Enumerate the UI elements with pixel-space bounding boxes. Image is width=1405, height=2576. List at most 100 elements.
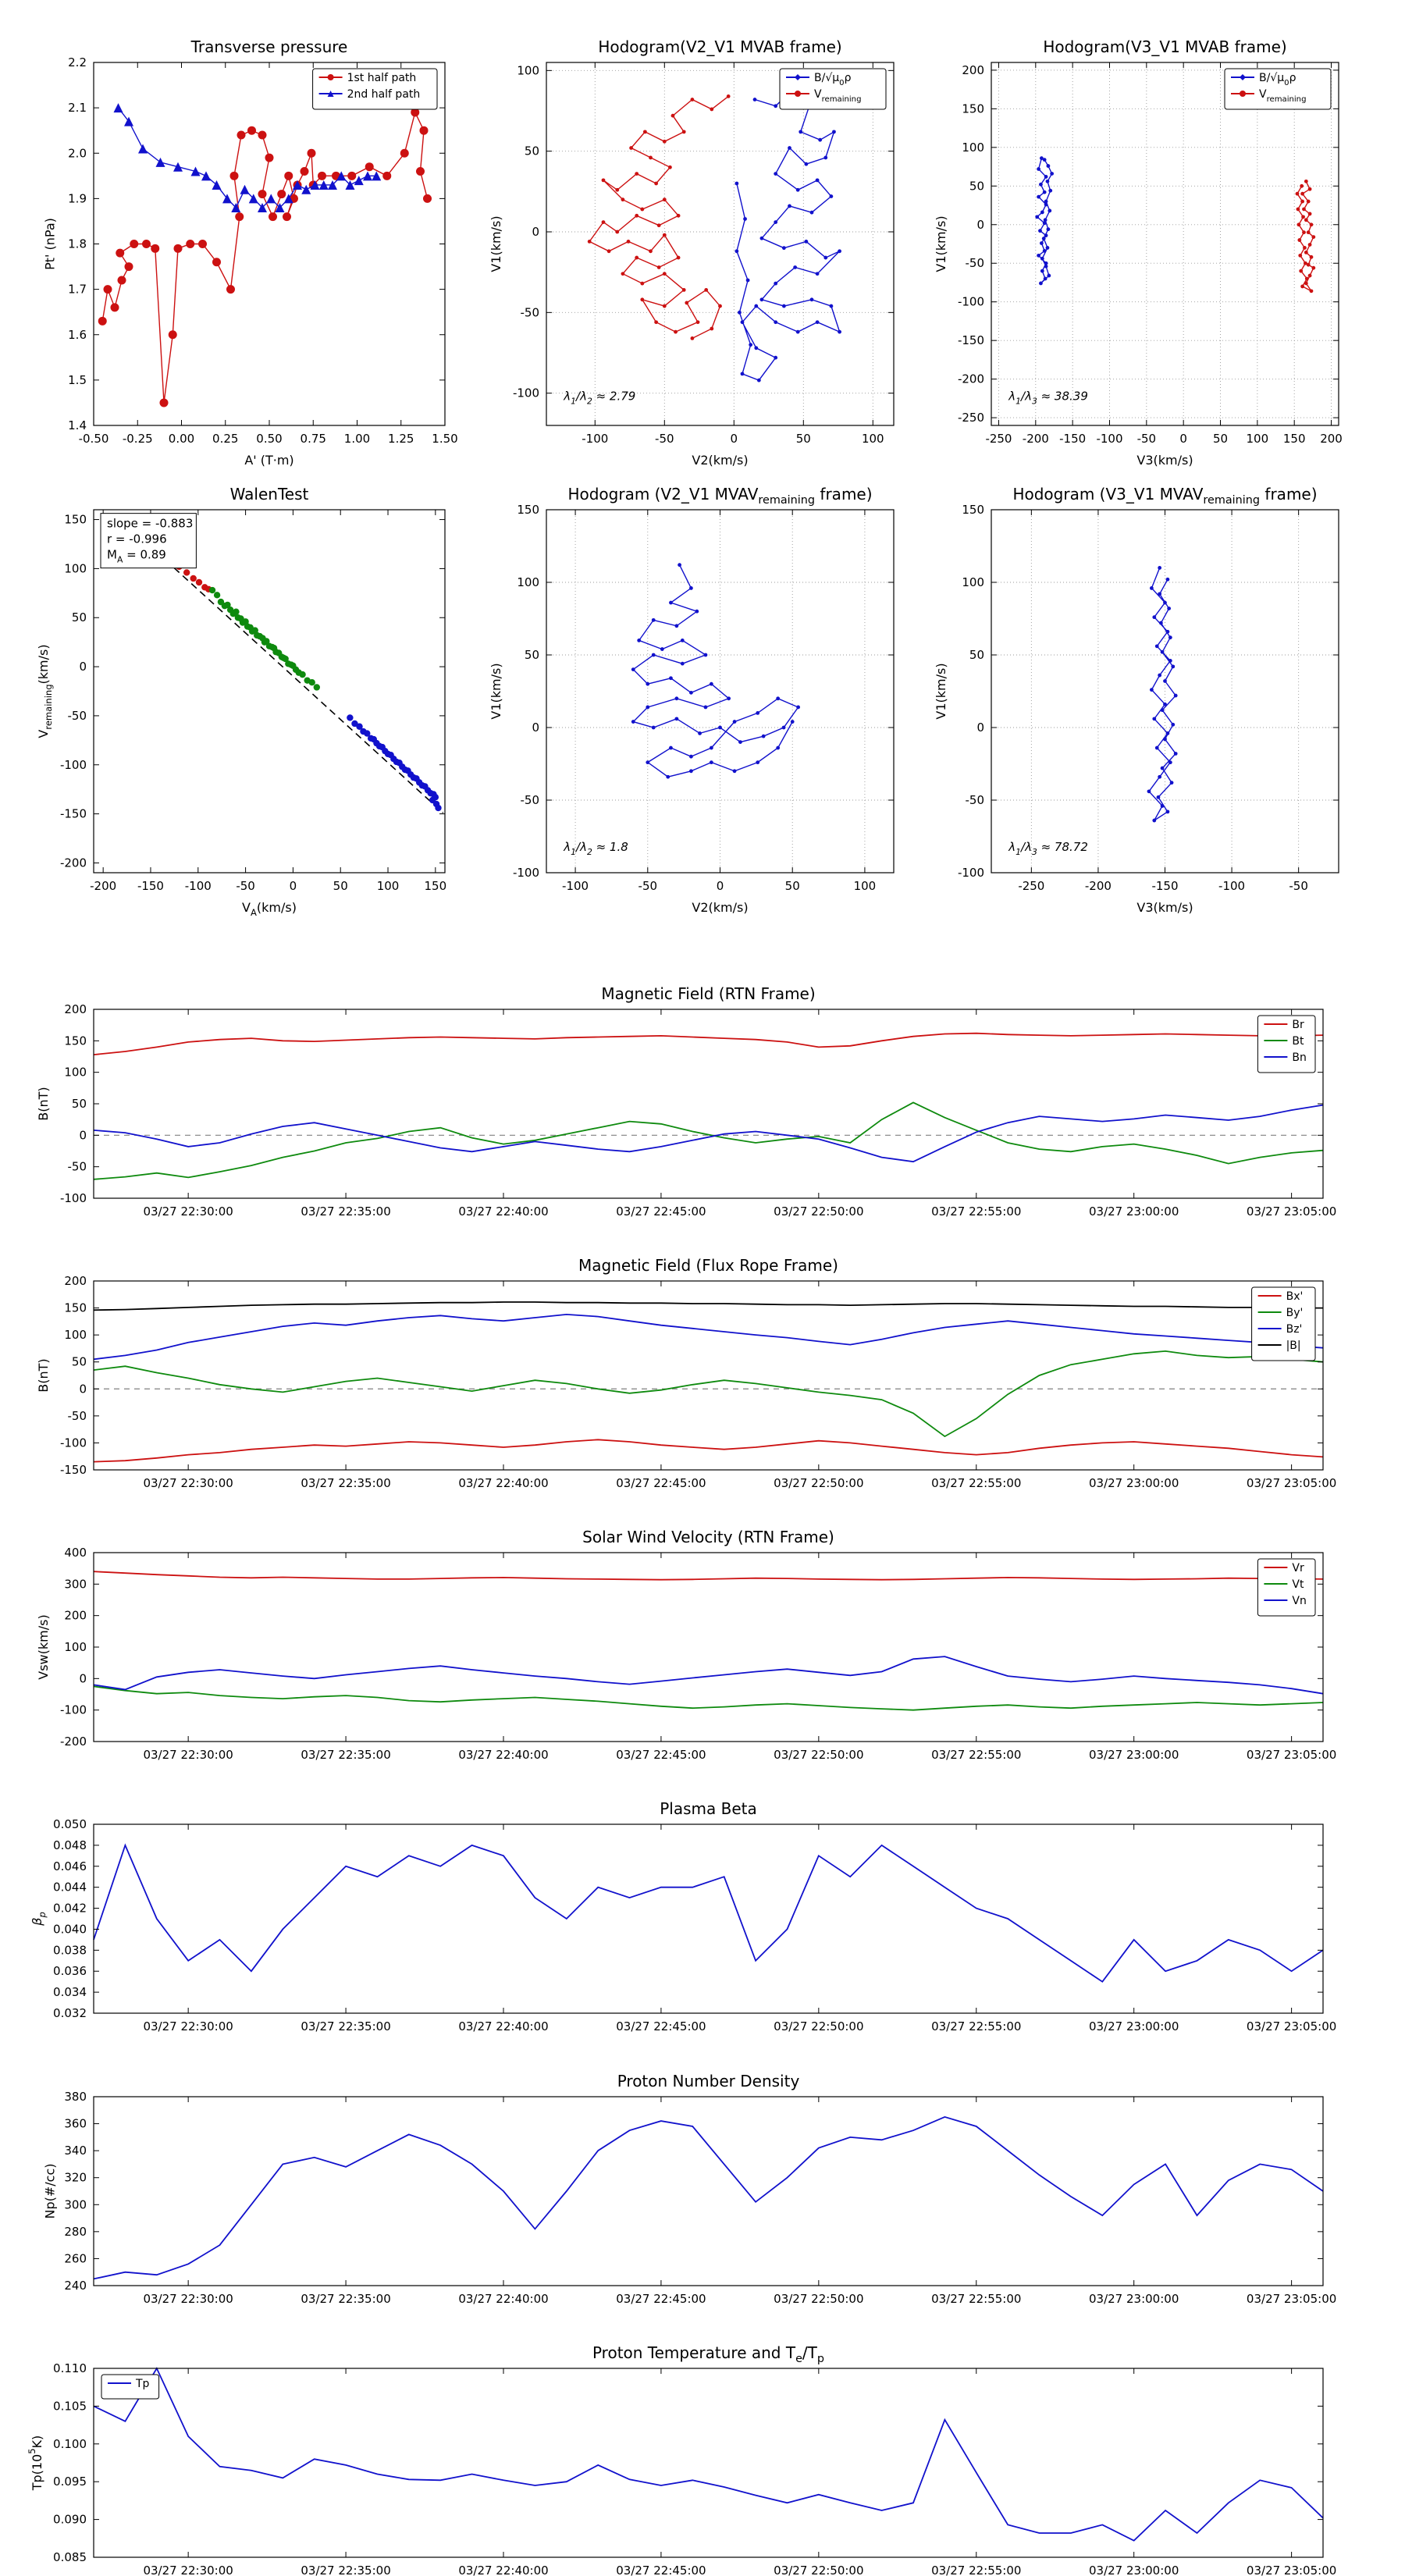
svg-text:Vn: Vn [1292,1595,1306,1607]
legend-magnetic-field-flux-rope: Bx' By' Bz' |B| [1251,1286,1316,1361]
y-label-hodogram-v2v1-mvab: V1(km/s) [489,215,503,272]
axes-ticks: 03/27 22:30:00 03/27 22:35:00 03/27 22:40:… [53,1817,1336,2033]
series-markers-last segment [347,714,442,812]
svg-text:100: 100 [517,575,539,589]
svg-text:-200: -200 [1085,879,1112,893]
series-line-beta_p [93,1843,1324,1983]
svg-text:0.085: 0.085 [53,2550,87,2564]
svg-text:03/27 22:40:00: 03/27 22:40:00 [458,2019,548,2033]
axes-ticks: -0.50 -0.25 0.00 0.25 0.50 0.75 1.00 1.25 1.50 1.… [68,55,458,446]
svg-text:-50: -50 [966,793,985,807]
svg-text:0.038: 0.038 [53,1943,87,1957]
svg-text:-100: -100 [562,879,589,893]
chart-title-magnetic-field-rtn: Magnetic Field (RTN Frame) [601,984,815,1003]
svg-text:50: 50 [969,179,984,193]
series-markers-V remaining [587,94,731,340]
chart-hodogram-v3v1-mvav: -250 -200 -150 -100 -50 -100 -50 0 50 100 150 Hodog… [934,485,1339,915]
svg-text:50: 50 [333,879,348,893]
svg-text:03/27 22:35:00: 03/27 22:35:00 [301,1748,390,1762]
series-markers-B over sqrt(mu0 rho) [1035,156,1055,286]
annotation-line: slope = -0.883 [107,517,193,531]
svg-text:-200: -200 [958,372,984,386]
svg-text:03/27 22:55:00: 03/27 22:55:00 [931,1748,1021,1762]
svg-text:03/27 22:35:00: 03/27 22:35:00 [301,1204,390,1219]
x-label-hodogram-v3v1-mvab: V3(km/s) [1136,453,1193,468]
svg-text:-250: -250 [985,432,1012,446]
x-label-walen-test: VA(km/s) [242,900,297,918]
chart-title-magnetic-field-flux-rope: Magnetic Field (Flux Rope Frame) [578,1256,838,1275]
svg-text:-100: -100 [185,879,212,893]
svg-text:0: 0 [79,1671,87,1685]
chart-hodogram-v3v1-mvab: -250 -200 -150 -100 -50 0 50 100 150 200-250-200-… [934,37,1343,468]
svg-text:03/27 22:50:00: 03/27 22:50:00 [774,1748,863,1762]
svg-text:50: 50 [796,432,811,446]
y-label-hodogram-v3v1-mvav: V1(km/s) [934,663,948,719]
series-group [98,103,432,407]
chart-title-walen-test: WalenTest [230,485,309,503]
svg-text:1.5: 1.5 [68,373,87,387]
svg-text:03/27 23:00:00: 03/27 23:00:00 [1089,2019,1179,2033]
svg-text:-150: -150 [958,333,984,347]
svg-text:03/27 22:45:00: 03/27 22:45:00 [616,1204,706,1219]
svg-text:03/27 22:35:00: 03/27 22:35:00 [301,2292,390,2306]
svg-text:2.0: 2.0 [68,146,87,160]
series-markers-2nd half path [113,103,382,212]
x-label-hodogram-v3v1-mvav: V3(km/s) [1136,900,1193,915]
svg-text:0.032: 0.032 [53,2006,87,2020]
svg-text:150: 150 [1283,432,1306,446]
svg-text:360: 360 [64,2117,87,2131]
svg-text:0.048: 0.048 [53,1838,87,1852]
svg-text:0: 0 [717,879,724,893]
svg-text:50: 50 [525,648,539,662]
svg-text:1.6: 1.6 [68,328,87,342]
series-line-|B| [93,1301,1323,1311]
svg-text:100: 100 [854,879,877,893]
svg-text:50: 50 [72,1355,87,1369]
svg-text:03/27 23:00:00: 03/27 23:00:00 [1089,2292,1179,2306]
svg-text:340: 340 [64,2144,87,2158]
svg-text:150: 150 [962,503,984,517]
svg-text:03/27 22:35:00: 03/27 22:35:00 [301,2019,390,2033]
svg-text:03/27 22:35:00: 03/27 22:35:00 [301,2564,390,2576]
svg-text:100: 100 [377,879,400,893]
svg-text:260: 260 [64,2251,87,2265]
svg-text:150: 150 [64,1301,87,1315]
svg-text:03/27 23:05:00: 03/27 23:05:00 [1247,2019,1336,2033]
svg-text:0: 0 [1179,432,1187,446]
series-line-Bx' [93,1439,1324,1463]
series-group [93,1571,1324,1711]
svg-text:-200: -200 [90,879,116,893]
svg-text:03/27 23:00:00: 03/27 23:00:00 [1089,1748,1179,1762]
svg-text:03/27 22:50:00: 03/27 22:50:00 [774,1476,863,1490]
series-line-Bt [93,1101,1324,1180]
svg-text:150: 150 [962,101,984,116]
svg-text:-100: -100 [513,386,539,400]
svg-text:50: 50 [525,144,539,158]
y-label-proton-temperature: Tp(105K) [27,2435,44,2492]
svg-text:320: 320 [64,2171,87,2185]
annotation-line: MA = 0.89 [107,548,166,565]
series-markers-V remaining path [631,563,801,779]
svg-text:-150: -150 [137,879,164,893]
svg-text:2nd half path: 2nd half path [347,88,421,101]
series-line-Vn [93,1656,1324,1695]
chart-plasma-beta: 03/27 22:30:00 03/27 22:35:00 03/27 22:40:… [30,1799,1336,2033]
svg-text:0: 0 [79,1128,87,1142]
series-line-V remaining path [631,564,799,777]
chart-magnetic-field-rtn: 03/27 22:30:00 03/27 22:35:00 03/27 22:40:… [36,984,1336,1219]
annotation: λ1/λ2 ≈ 2.79 [563,389,635,406]
series-group [93,1032,1324,1180]
svg-text:03/27 22:40:00: 03/27 22:40:00 [458,1204,548,1219]
series-line-Br [93,1032,1324,1055]
svg-text:Bz': Bz' [1286,1323,1303,1336]
svg-text:1st half path: 1st half path [347,72,417,84]
svg-text:03/27 22:55:00: 03/27 22:55:00 [931,2292,1021,2306]
svg-text:-150: -150 [60,1463,87,1477]
svg-text:-150: -150 [1059,432,1086,446]
svg-text:100: 100 [64,561,87,575]
legend-proton-temperature: Tp [101,2374,160,2400]
svg-text:B/√μ0ρ: B/√μ0ρ [1259,72,1297,87]
svg-text:100: 100 [962,575,984,589]
svg-text:400: 400 [64,1546,87,1560]
